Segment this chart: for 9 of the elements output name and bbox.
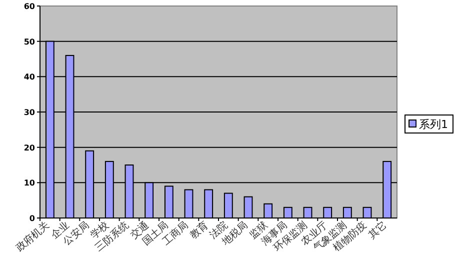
legend-label: 系列1 (419, 118, 448, 131)
y-tick-label: 60 (24, 2, 36, 11)
x-tick-label: 其它 (366, 219, 390, 242)
y-tick-label: 0 (29, 214, 36, 223)
y-tick-label: 40 (24, 72, 36, 82)
y-tick-label: 20 (24, 143, 36, 152)
y-tick-label: 50 (24, 37, 36, 46)
y-tick-label: 10 (24, 178, 36, 188)
y-tick-label: 30 (24, 108, 36, 117)
